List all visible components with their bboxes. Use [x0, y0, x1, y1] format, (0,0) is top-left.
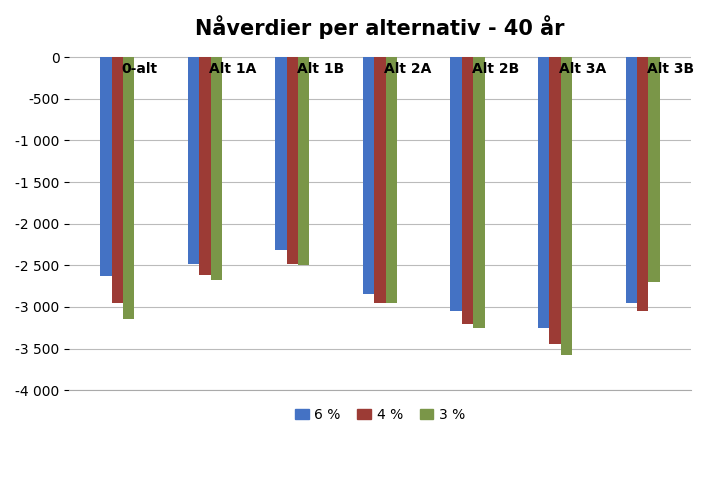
Bar: [276, 57, 287, 251]
Text: Alt 1B: Alt 1B: [297, 62, 344, 76]
Bar: [363, 57, 374, 295]
Bar: [123, 57, 134, 320]
Bar: [386, 57, 397, 303]
Bar: [538, 57, 549, 328]
Text: Alt 1A: Alt 1A: [209, 62, 256, 76]
Title: Nåverdier per alternativ - 40 år: Nåverdier per alternativ - 40 år: [195, 15, 565, 39]
Bar: [188, 57, 199, 264]
Legend: 6 %, 4 %, 3 %: 6 %, 4 %, 3 %: [289, 403, 471, 428]
Bar: [648, 57, 660, 282]
Text: Alt 3A: Alt 3A: [560, 62, 607, 76]
Bar: [549, 57, 560, 345]
Text: Alt 2B: Alt 2B: [472, 62, 519, 76]
Text: Alt 2A: Alt 2A: [384, 62, 432, 76]
Bar: [473, 57, 485, 328]
Bar: [625, 57, 637, 303]
Bar: [298, 57, 309, 265]
Bar: [560, 57, 572, 355]
Bar: [111, 57, 123, 303]
Bar: [462, 57, 473, 324]
Bar: [100, 57, 111, 276]
Bar: [374, 57, 386, 303]
Bar: [451, 57, 462, 311]
Bar: [199, 57, 211, 276]
Bar: [211, 57, 222, 280]
Bar: [287, 57, 298, 264]
Bar: [637, 57, 648, 311]
Text: Alt 3B: Alt 3B: [647, 62, 694, 76]
Text: 0-alt: 0-alt: [121, 62, 158, 76]
